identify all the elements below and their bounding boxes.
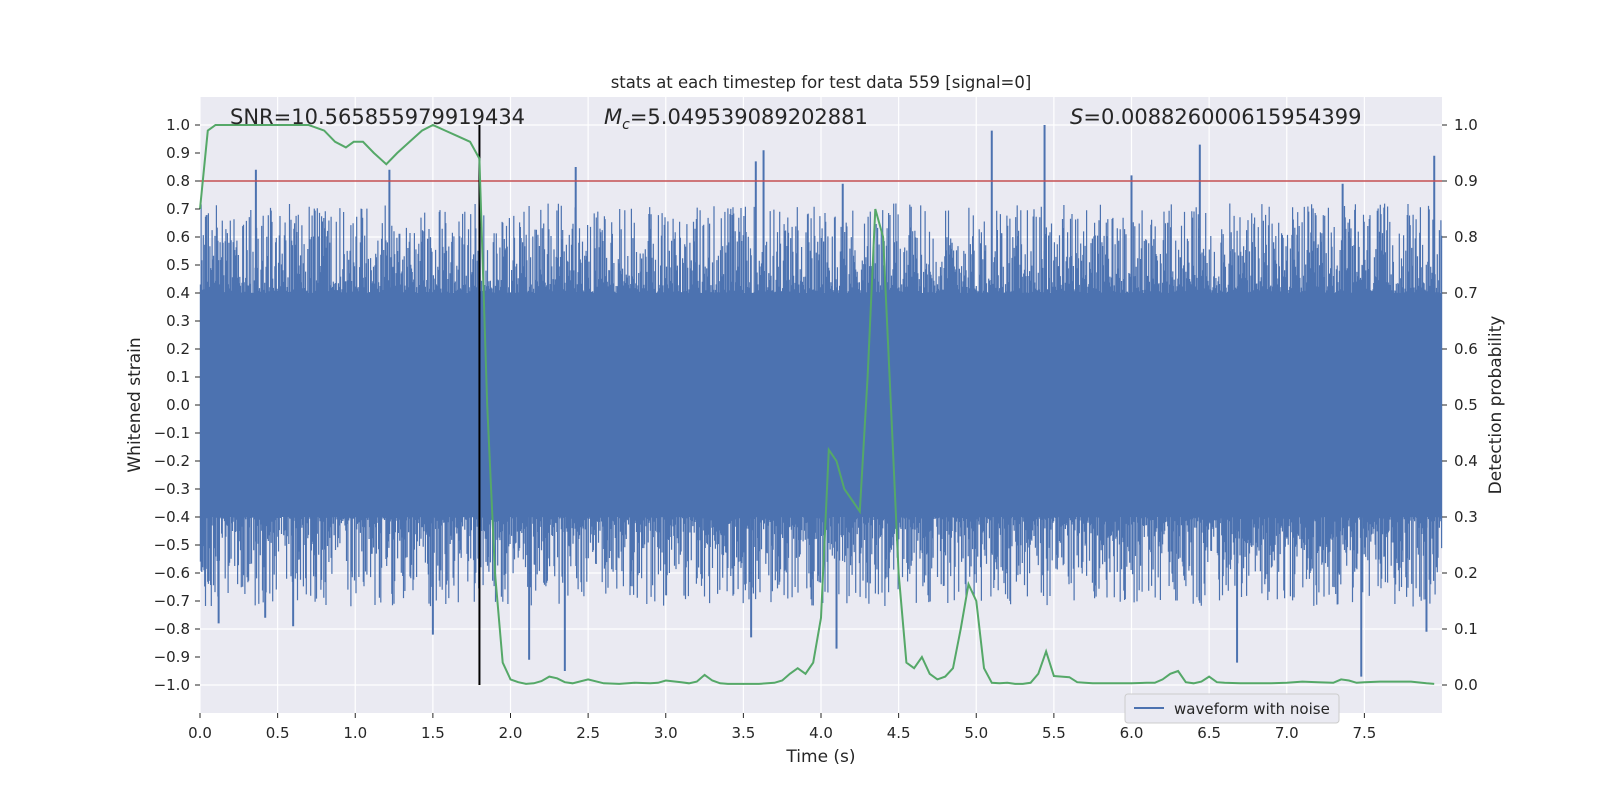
x-tick-label: 4.5 — [887, 724, 911, 742]
left-y-axis-ticks: 1.0 0.9 0.8 0.7 0.6 0.5 0.4 0.3 0.2 0.1 0.0 −0.1 −0.… — [154, 116, 200, 694]
right-y-tick-label: 0.8 — [1454, 228, 1478, 246]
x-tick-label: 0.0 — [188, 724, 212, 742]
s-symbol: S — [1070, 105, 1083, 129]
left-y-tick-label: −0.2 — [154, 452, 190, 470]
left-y-tick-label: 1.0 — [166, 116, 190, 134]
noise-trace — [199, 203, 1443, 607]
chirp-mass-annotation: Mc=5.049539089202881 — [604, 105, 868, 133]
right-y-tick-label: 0.9 — [1454, 172, 1478, 190]
right-y-tick-label: 0.7 — [1454, 284, 1478, 302]
left-y-tick-label: 0.9 — [166, 144, 190, 162]
x-tick-label: 3.0 — [654, 724, 678, 742]
x-tick-label: 3.5 — [731, 724, 755, 742]
right-y-tick-label: 0.1 — [1454, 620, 1478, 638]
detection-probability-line — [199, 123, 1435, 685]
x-tick-label: 7.0 — [1275, 724, 1299, 742]
s-annotation: S=0.008826000615954399 — [1070, 105, 1361, 129]
left-y-tick-label: 0.3 — [166, 312, 190, 330]
x-tick-label: 1.0 — [343, 724, 367, 742]
left-y-tick-label: 0.1 — [166, 368, 190, 386]
left-y-tick-label: −1.0 — [154, 676, 190, 694]
chart-title: stats at each timestep for test data 559… — [611, 73, 1032, 92]
left-y-tick-label: −0.3 — [154, 480, 190, 498]
legend-box — [1124, 693, 1340, 724]
x-tick-label: 7.5 — [1352, 724, 1376, 742]
x-tick-label: 4.0 — [809, 724, 833, 742]
right-y-tick-label: 0.3 — [1454, 508, 1478, 526]
x-tick-label: 1.5 — [421, 724, 445, 742]
left-y-tick-label: −0.6 — [154, 564, 190, 582]
left-y-tick-label: 0.0 — [166, 396, 190, 414]
chirp-mass-symbol: M — [604, 105, 622, 129]
right-y-axis-label: Detection probability — [1486, 316, 1506, 495]
right-y-tick-label: 0.4 — [1454, 452, 1478, 470]
x-tick-label: 2.5 — [576, 724, 600, 742]
left-y-tick-label: 0.5 — [166, 256, 190, 274]
legend: waveform with noise — [1124, 693, 1340, 724]
right-y-axis-ticks: 1.0 0.9 0.8 0.7 0.6 0.5 0.4 0.3 0.2 0.1 0.0 — [1442, 116, 1478, 694]
left-y-tick-label: 0.4 — [166, 284, 190, 302]
snr-annotation: SNR=10.565855979919434 — [230, 105, 525, 129]
right-y-tick-label: 0.6 — [1454, 340, 1478, 358]
left-y-tick-label: −0.7 — [154, 592, 190, 610]
right-y-tick-label: 0.5 — [1454, 396, 1478, 414]
left-y-tick-label: −0.5 — [154, 536, 190, 554]
x-axis-label: Time (s) — [785, 747, 855, 767]
left-y-tick-label: 0.7 — [166, 200, 190, 218]
left-y-tick-label: −0.4 — [154, 508, 190, 526]
left-y-tick-label: −0.8 — [154, 620, 190, 638]
x-tick-label: 5.0 — [964, 724, 988, 742]
x-tick-label: 6.5 — [1197, 724, 1221, 742]
left-y-tick-label: 0.6 — [166, 228, 190, 246]
left-y-axis-label: Whitened strain — [125, 337, 145, 472]
waveform-with-noise-series — [199, 125, 1443, 677]
chirp-mass-subscript: c — [622, 117, 630, 133]
right-y-tick-label: 1.0 — [1454, 116, 1478, 134]
x-tick-label: 6.0 — [1120, 724, 1144, 742]
right-y-tick-label: 0.0 — [1454, 676, 1478, 694]
left-y-tick-label: 0.8 — [166, 172, 190, 190]
chirp-mass-value: =5.049539089202881 — [630, 105, 868, 129]
x-tick-label: 0.5 — [266, 724, 290, 742]
x-axis-ticks: 0.0 0.5 1.0 1.5 2.0 2.5 3.0 3.5 4.0 4.5 5.0 5.5 6.0 6… — [188, 713, 1376, 742]
left-y-tick-label: −0.9 — [154, 648, 190, 666]
right-y-tick-label: 0.2 — [1454, 564, 1478, 582]
s-value: =0.008826000615954399 — [1083, 105, 1361, 129]
legend-label: waveform with noise — [1174, 700, 1330, 718]
left-y-tick-label: −0.1 — [154, 424, 190, 442]
x-tick-label: 5.5 — [1042, 724, 1066, 742]
left-y-tick-label: 0.2 — [166, 340, 190, 358]
x-tick-label: 2.0 — [499, 724, 523, 742]
